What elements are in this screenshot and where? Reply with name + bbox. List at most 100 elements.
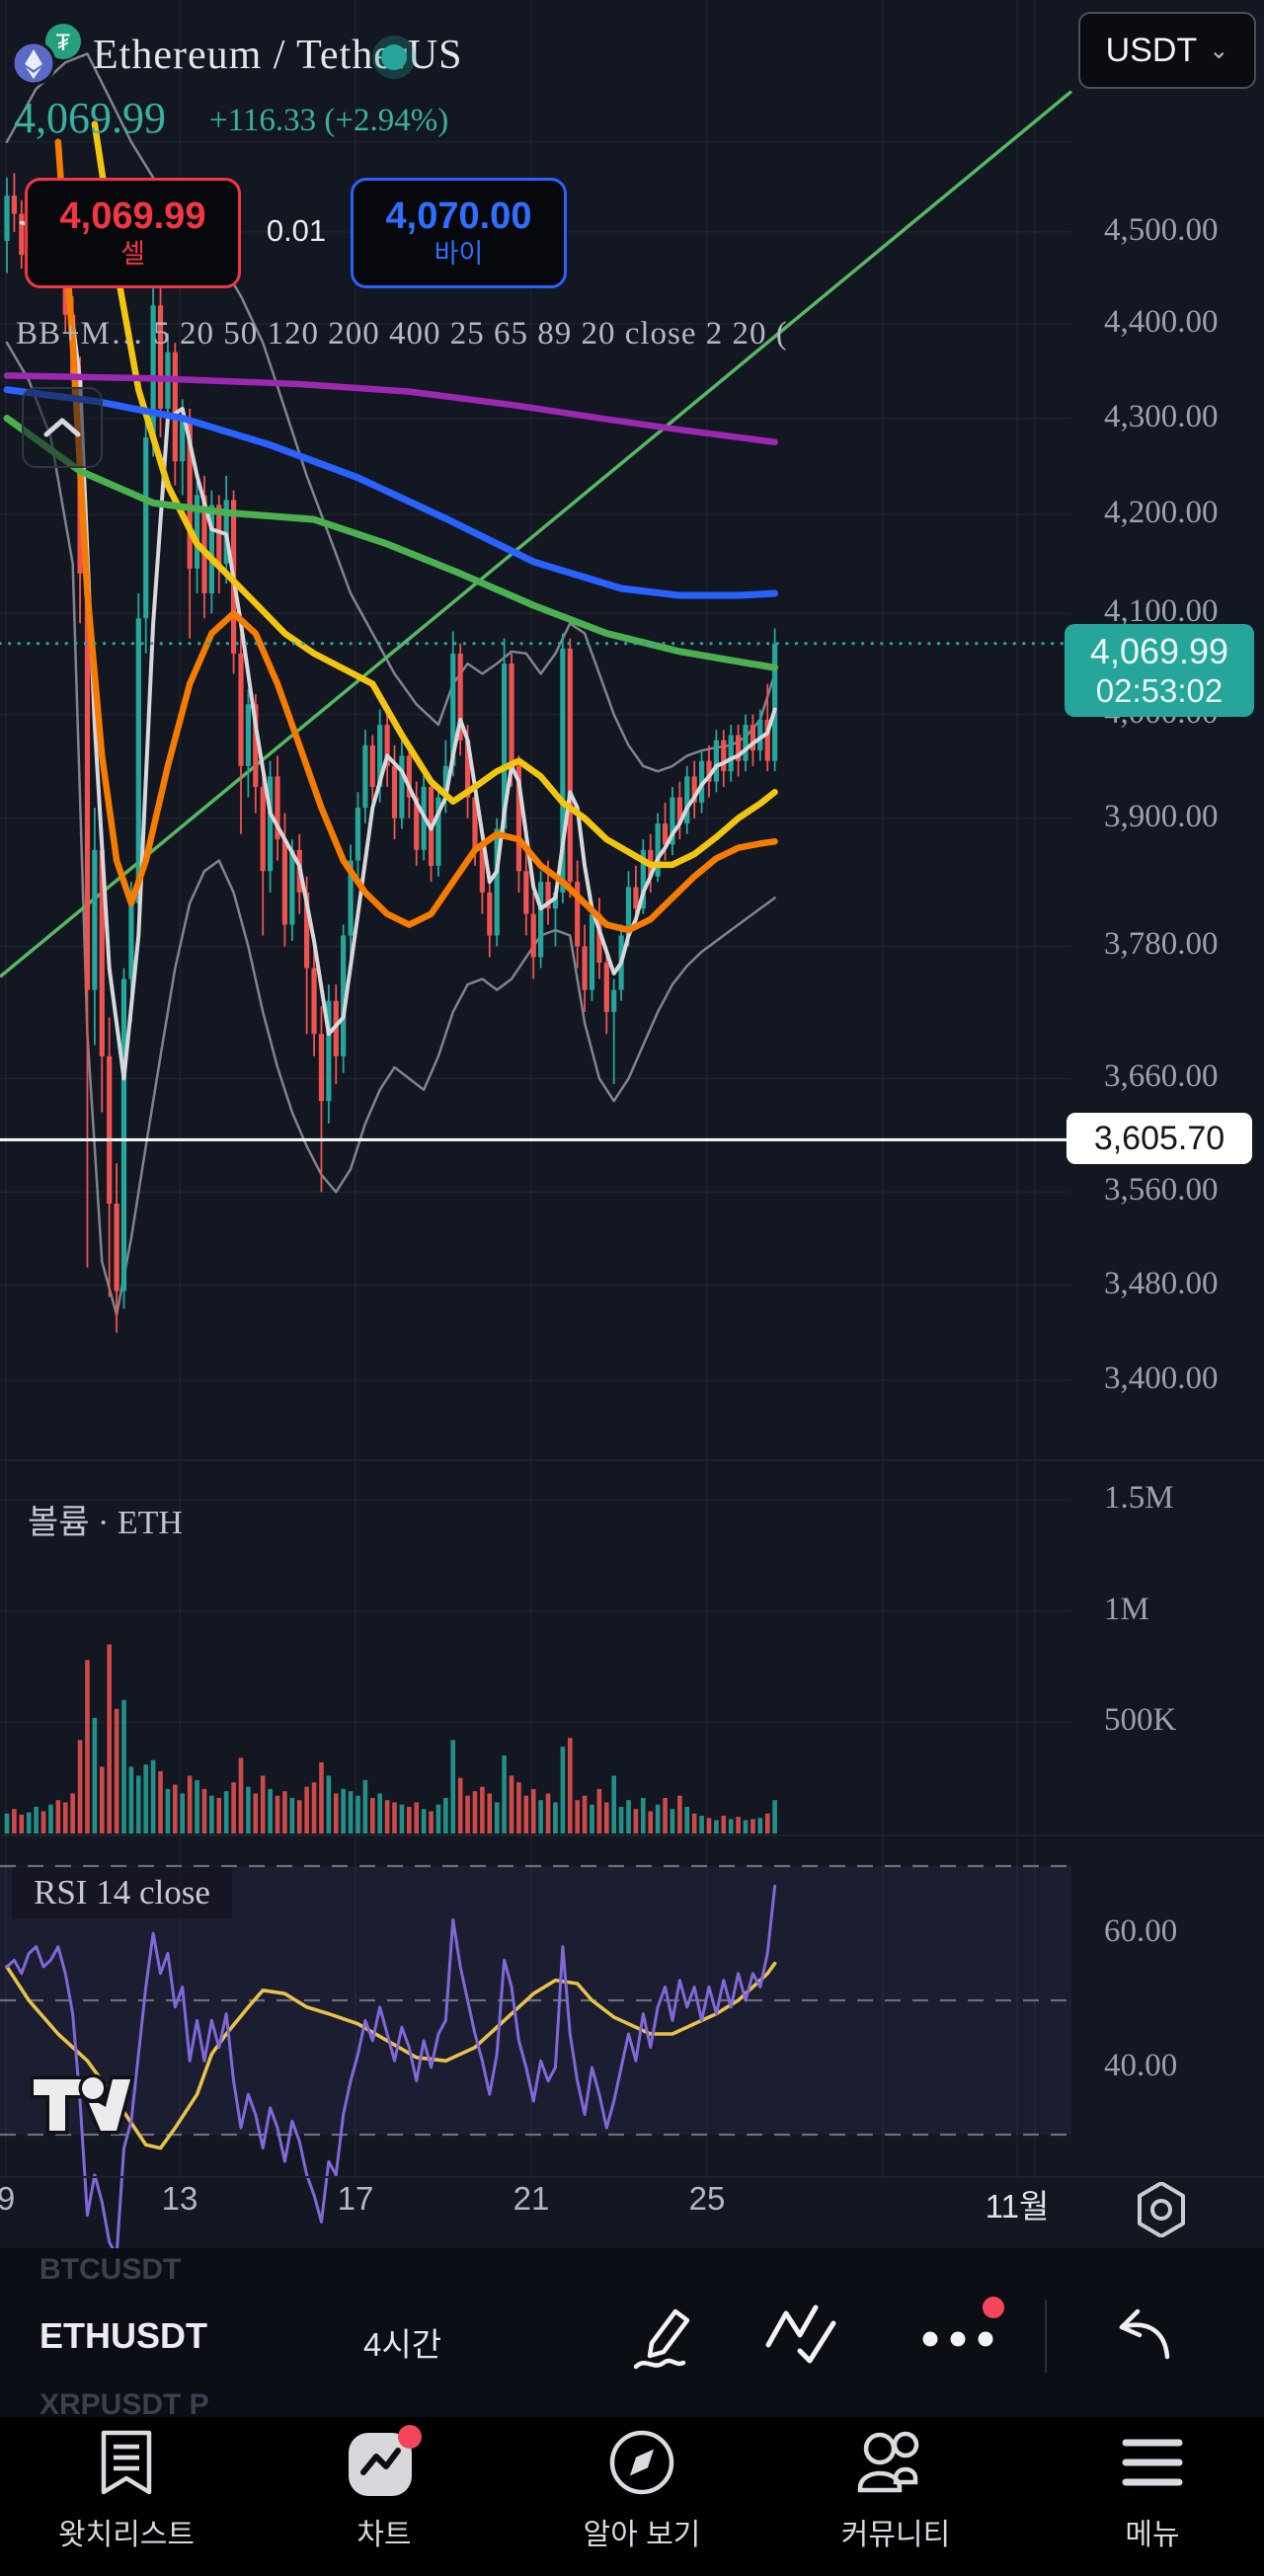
volume-bar <box>223 1791 229 1834</box>
draw-tool-icon[interactable] <box>622 2298 701 2377</box>
candle-body <box>245 704 251 766</box>
candle-body <box>157 305 164 409</box>
volume-bar <box>92 1717 98 1834</box>
candle-body <box>457 653 463 741</box>
rsi-tick-label: 60.00 <box>1104 1913 1178 1949</box>
chart-app-icon <box>349 2425 422 2496</box>
ma400-line <box>3 372 778 446</box>
collapse-legend-button[interactable] <box>22 387 103 468</box>
candle-body <box>560 648 566 893</box>
volume-bar <box>268 1788 273 1834</box>
volume-bar <box>392 1802 397 1834</box>
price-tick-label: 3,780.00 <box>1104 926 1219 963</box>
volume-tick-label: 1.5M <box>1104 1480 1174 1517</box>
notification-dot <box>983 2297 1004 2318</box>
chart-badge-dot <box>398 2425 422 2449</box>
volume-bar <box>275 1795 280 1834</box>
next-symbol[interactable]: XRPUSDT P <box>40 2388 209 2421</box>
candle-body <box>180 418 186 462</box>
candle-body <box>172 351 178 462</box>
candle-body <box>384 725 390 766</box>
interval-selector[interactable]: 4시간 <box>363 2326 442 2363</box>
candle-body <box>662 823 669 845</box>
indicators-icon[interactable] <box>760 2300 849 2375</box>
chart-canvas[interactable] <box>0 0 1264 2248</box>
volume-pane-label[interactable]: 볼륨 · ETH <box>28 1505 183 1541</box>
volume-bar <box>348 1791 354 1834</box>
rsi-pane-label[interactable]: RSI 14 close <box>12 1867 232 1918</box>
symbol-coin-icons: ₮ <box>11 24 81 86</box>
volume-bar <box>750 1819 755 1834</box>
candle-body <box>676 797 682 824</box>
volume-bar <box>691 1813 697 1834</box>
rsi-line <box>5 1884 777 2248</box>
candle-body <box>464 740 471 798</box>
candle-body <box>509 664 514 766</box>
candle-body <box>706 760 712 782</box>
candle-body <box>128 902 134 979</box>
candle-body <box>355 808 361 861</box>
volume-bar <box>757 1818 763 1834</box>
nav-item-chart[interactable]: 차트 <box>276 2417 493 2576</box>
bar-countdown: 02:53:02 <box>1095 671 1224 709</box>
candle-body <box>713 740 719 782</box>
candle-body <box>575 882 581 947</box>
current-symbol[interactable]: ETHUSDT <box>40 2315 207 2356</box>
candle-body <box>268 776 274 872</box>
volume-bar <box>70 1793 75 1834</box>
volume-bar <box>596 1788 602 1834</box>
candle-body <box>194 495 200 569</box>
nav-item-watchlist[interactable]: 왓치리스트 <box>18 2417 235 2576</box>
volume-bar <box>538 1800 543 1834</box>
nav-item-explore[interactable]: 알아 보기 <box>533 2417 750 2576</box>
time-tick-label: 13 <box>161 2180 198 2217</box>
sell-button[interactable]: 4,069.99 셀 <box>25 178 241 288</box>
volume-bar <box>429 1811 434 1834</box>
volume-bar <box>443 1797 448 1834</box>
tradingview-logo[interactable] <box>26 2068 144 2137</box>
volume-bar <box>180 1793 186 1834</box>
candle-body <box>589 913 595 990</box>
price-tick-label: 4,400.00 <box>1104 304 1219 341</box>
candle-body <box>311 968 317 1035</box>
candle-body <box>414 797 420 850</box>
buy-button[interactable]: 4,070.00 바이 <box>351 178 567 288</box>
volume-bar <box>487 1793 493 1834</box>
candle-body <box>684 776 690 824</box>
quantity-value[interactable]: 0.01 <box>266 213 327 248</box>
volume-bar <box>333 1793 339 1834</box>
candle-body <box>472 797 478 850</box>
price-volume-rsi-chart[interactable] <box>0 0 1264 2248</box>
more-options-icon[interactable] <box>908 2292 1017 2363</box>
previous-symbol[interactable]: BTCUSDT <box>40 2253 182 2286</box>
candle-body <box>362 744 368 809</box>
volume-bar <box>472 1791 478 1834</box>
candle-body <box>281 839 288 925</box>
currency-dropdown[interactable]: USDT ⌄ <box>1078 12 1256 89</box>
nav-item-community[interactable]: 커뮤니티 <box>787 2417 1004 2576</box>
compass-icon <box>609 2430 674 2495</box>
volume-bar <box>19 1814 25 1834</box>
volume-bar <box>509 1775 514 1834</box>
volume-bar <box>26 1812 32 1834</box>
rsi-ma-line <box>5 1961 777 2150</box>
volume-bar <box>165 1788 171 1834</box>
candle-body <box>19 213 25 256</box>
volume-bar <box>494 1802 500 1834</box>
volume-bar <box>12 1809 17 1834</box>
rsi-tick-label: 40.00 <box>1104 2048 1178 2083</box>
chart-settings-icon[interactable] <box>1132 2182 1191 2237</box>
bottom-navigation: 왓치리스트 차트 알아 보기 커뮤니티 <box>0 2417 1264 2576</box>
candle-body <box>107 1055 113 1204</box>
volume-bar <box>567 1738 573 1834</box>
volume-bar <box>304 1786 309 1834</box>
watchlist-icon <box>101 2430 152 2495</box>
candle-body <box>603 962 609 1012</box>
undo-icon[interactable] <box>1104 2300 1183 2375</box>
candle-body <box>275 776 280 840</box>
volume-bar <box>480 1786 485 1834</box>
nav-item-menu[interactable]: 메뉴 <box>1044 2417 1261 2576</box>
indicators-legend[interactable]: BB+M… 5 20 50 120 200 400 25 65 89 20 cl… <box>16 316 788 351</box>
candle-body <box>406 755 412 798</box>
